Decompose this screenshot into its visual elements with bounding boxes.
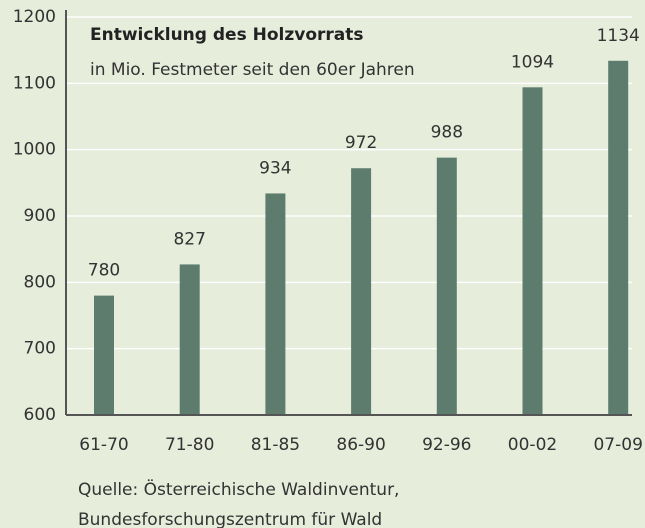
y-tick-label: 1100 xyxy=(13,73,56,93)
bar xyxy=(436,157,457,416)
x-tick-label: 86-90 xyxy=(336,435,385,455)
bar xyxy=(522,87,543,416)
bar xyxy=(608,60,629,415)
data-label: 934 xyxy=(259,158,291,178)
chart-title: Entwicklung des Holzvorrats xyxy=(90,25,364,45)
data-label: 988 xyxy=(431,123,463,143)
data-label: 827 xyxy=(173,229,205,249)
x-tick-label: 92-96 xyxy=(422,435,471,455)
chart-subtitle: in Mio. Festmeter seit den 60er Jahren xyxy=(90,60,415,80)
data-label: 780 xyxy=(88,261,120,281)
y-tick-label: 600 xyxy=(24,405,56,425)
source-note: Bundesforschungszentrum für Wald xyxy=(78,510,382,528)
y-tick-label: 1200 xyxy=(13,7,56,27)
x-tick-label: 07-09 xyxy=(593,435,642,455)
bar xyxy=(94,295,114,415)
data-label: 1094 xyxy=(511,52,554,72)
bar xyxy=(265,193,286,415)
y-tick-label: 700 xyxy=(24,339,56,359)
data-label: 972 xyxy=(345,133,377,153)
bar xyxy=(179,264,200,415)
y-tick-label: 1000 xyxy=(13,140,56,160)
x-tick-label: 00-02 xyxy=(508,435,557,455)
y-tick-label: 900 xyxy=(24,206,56,226)
x-tick-label: 71-80 xyxy=(165,435,214,455)
plot-area: 600 700 800 900 1000 1100 1200 61-70 780 71-80 827… xyxy=(13,7,643,455)
x-tick-label: 81-85 xyxy=(251,435,300,455)
data-label: 1134 xyxy=(597,26,640,46)
source-note: Quelle: Österreichische Waldinventur, xyxy=(78,478,399,500)
y-tick-label: 800 xyxy=(24,272,56,292)
x-tick-label: 61-70 xyxy=(79,435,128,455)
bar xyxy=(351,168,372,415)
